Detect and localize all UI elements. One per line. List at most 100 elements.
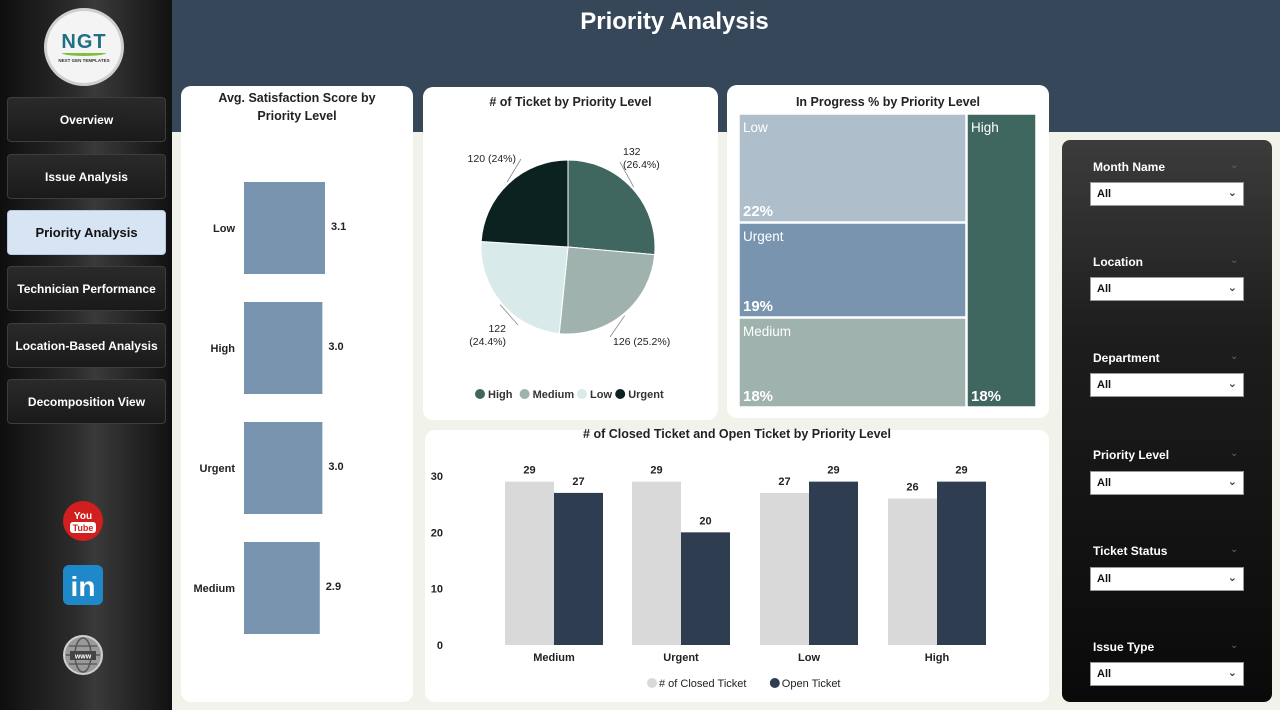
filter-status-value: All [1097,573,1112,585]
pie-slice-medium[interactable] [558,246,656,335]
treemap-tile-label: Medium [743,324,791,339]
closed-ticket-bar[interactable] [888,498,937,645]
youtube-icon[interactable]: You Tube [62,500,104,542]
filter-panel: Month Name ⌄ All ⌄ Location ⌄ All ⌄ Depa… [1062,140,1272,702]
treemap-tile-low[interactable] [738,113,967,223]
pie-data-label: 126 (25.2%) [613,336,670,348]
chevron-down-icon[interactable]: ⌄ [1230,448,1239,459]
legend-label[interactable]: High [488,389,513,401]
nav-location-based-analysis[interactable]: Location-Based Analysis [7,323,166,368]
nav-issue-analysis[interactable]: Issue Analysis [7,154,166,199]
pie-data-label: 120 (24%) [468,153,516,165]
website-globe-icon[interactable]: www [62,634,104,676]
pie-leader-line [619,161,634,188]
treemap-tile-label: High [971,120,999,135]
sat-category-label: Low [213,223,235,235]
closed-open-title: # of Closed Ticket and Open Ticket by Pr… [583,427,891,441]
legend-label[interactable]: Urgent [628,389,664,401]
sat-value-label: 3.0 [328,341,343,353]
pie-slice-urgent[interactable] [480,159,569,248]
nav-overview[interactable]: Overview [7,97,166,142]
y-tick-label: 20 [431,527,443,539]
pie-slice-low[interactable] [480,241,569,335]
treemap-tile-urgent[interactable] [738,222,967,318]
sat-bar[interactable] [244,542,320,634]
dropdown-arrow-icon: ⌄ [1227,476,1237,488]
nav-decomposition-view[interactable]: Decomposition View [7,379,166,424]
filter-department-select[interactable]: All ⌄ [1090,373,1244,397]
satisfaction-title-line1: Avg. Satisfaction Score by [218,91,376,105]
closed-ticket-bar[interactable] [760,492,809,645]
legend-swatch [647,678,657,688]
filter-month-select[interactable]: All ⌄ [1090,182,1244,206]
satisfaction-title: Avg. Satisfaction Score by Priority Leve… [181,89,413,125]
filter-location-select[interactable]: All ⌄ [1090,277,1244,301]
treemap-tile-value: 19% [743,298,773,315]
treemap-tile-value: 18% [971,388,1001,405]
chevron-down-icon[interactable]: ⌄ [1230,351,1239,362]
open-ticket-bar[interactable] [809,481,858,645]
filter-month-value: All [1097,188,1112,200]
y-tick-label: 10 [431,584,443,596]
treemap-title: In Progress % by Priority Level [795,95,981,109]
filter-status-select[interactable]: All ⌄ [1090,567,1244,591]
filter-priority-select[interactable]: All ⌄ [1090,471,1244,495]
legend-label[interactable]: # of Closed Ticket [659,678,746,690]
pie-data-label: (26.4%) [623,159,660,171]
legend-swatch [519,389,530,399]
web-label: www [74,654,92,661]
sat-bar[interactable] [244,422,323,514]
legend-label[interactable]: Low [590,389,612,401]
bar-value-label: 29 [955,465,967,477]
x-category-label: Low [798,652,820,664]
filter-issue-type-select[interactable]: All ⌄ [1090,662,1244,686]
x-category-label: Urgent [663,652,699,664]
pie-chart: 132(26.4%) 126 (25.2%) 122(24.4%) 120 (24%)… [468,146,671,401]
sat-bar[interactable] [244,182,325,274]
linkedin-icon[interactable]: in [62,564,104,606]
chevron-down-icon[interactable]: ⌄ [1230,255,1239,266]
open-ticket-bar[interactable] [554,492,603,645]
pie-leader-line [506,158,522,183]
bar-value-label: 26 [906,482,918,494]
chevron-down-icon[interactable]: ⌄ [1230,160,1239,171]
satisfaction-title-line2: Priority Level [257,109,337,123]
sat-value-label: 3.1 [331,221,346,233]
chevron-down-icon[interactable]: ⌄ [1230,544,1239,555]
sidebar: NGT NEXT GEN TEMPLATES Overview Issue An… [0,0,172,710]
treemap-tile-high[interactable] [966,113,1037,408]
pie-data-label: 122 [488,323,506,335]
treemap-tile-medium[interactable] [738,317,967,408]
legend-label[interactable]: Open Ticket [782,678,841,690]
closed-ticket-bar[interactable] [505,481,554,645]
bar-value-label: 29 [523,465,535,477]
chevron-down-icon[interactable]: ⌄ [1230,640,1239,651]
page-title: Priority Analysis [580,8,769,35]
treemap-tile-value: 18% [743,388,773,405]
pie-data-label: 132 [623,146,641,158]
pie-leader-line [499,304,519,326]
bar-value-label: 29 [650,465,662,477]
open-ticket-bar[interactable] [681,532,730,645]
closed-ticket-bar[interactable] [632,481,681,645]
bar-value-label: 27 [572,476,584,488]
filter-priority-value: All [1097,477,1112,489]
sat-value-label: 3.0 [328,461,343,473]
sat-category-label: Urgent [200,463,236,475]
pie-slice-high[interactable] [567,159,656,256]
sat-bar[interactable] [244,302,323,394]
closed-open-chart: 0 10 20 30 29 27 Medium 29 20 Urgent 27 29 Low 26 29 Hi… [431,465,986,690]
satisfaction-chart: Low 3.1 High 3.0 Urgent 3.0 Medium 2.9 [193,182,346,634]
closed-open-card: # of Closed Ticket and Open Ticket by Pr… [425,427,1049,702]
nav-priority-analysis[interactable]: Priority Analysis [7,210,166,255]
legend-swatch [769,678,780,688]
open-ticket-bar[interactable] [937,481,986,645]
dropdown-arrow-icon: ⌄ [1227,282,1237,294]
legend-label[interactable]: Medium [533,389,575,401]
filter-month-label: Month Name [1093,160,1165,174]
bar-value-label: 27 [778,476,790,488]
dropdown-arrow-icon: ⌄ [1227,187,1237,199]
pie-data-label: (24.4%) [469,336,506,348]
treemap-chart: Low 22% Urgent 19% Medium 18% High 18% [738,113,1037,408]
nav-technician-performance[interactable]: Technician Performance [7,266,166,311]
